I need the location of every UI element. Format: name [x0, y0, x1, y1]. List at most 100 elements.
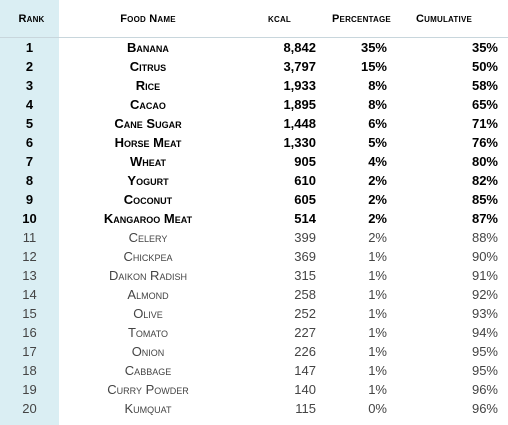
cell-percentage: 2% — [368, 173, 387, 188]
cell-food-name: Cacao — [130, 97, 166, 112]
cell-kcal: 369 — [294, 249, 316, 264]
header-rank: Rank — [18, 12, 45, 25]
cell-rank: 18 — [22, 363, 37, 378]
cell-rank: 20 — [22, 401, 37, 416]
cell-percentage: 1% — [368, 344, 387, 359]
cell-food-name: Citrus — [129, 59, 167, 74]
cell-percentage: 15% — [360, 59, 387, 74]
cell-cumulative: 94% — [471, 325, 498, 340]
cell-kcal: 140 — [294, 382, 316, 397]
cell-percentage: 5% — [368, 135, 387, 150]
cell-cumulative: 71% — [471, 116, 498, 131]
cell-rank: 9 — [25, 192, 34, 207]
table-row: 6 Horse Meat 1,330 5% 76% — [0, 133, 508, 152]
cell-percentage: 8% — [368, 78, 387, 93]
cell-rank: 13 — [22, 268, 37, 283]
cell-food-name: Daikon Radish — [109, 268, 187, 283]
cell-kcal: 1,448 — [283, 116, 316, 131]
cell-cumulative: 80% — [471, 154, 498, 169]
cell-percentage: 1% — [368, 325, 387, 340]
table-body: 1 Banana 8,842 35% 35% 2 Citrus 3,797 15% 50% 3 Ric… — [0, 37, 508, 419]
cell-rank: 15 — [22, 306, 37, 321]
cell-food-name: Chickpea — [123, 249, 173, 264]
cell-percentage: 2% — [368, 192, 387, 207]
cell-cumulative: 50% — [471, 59, 498, 74]
cell-kcal: 227 — [294, 325, 316, 340]
cell-cumulative: 91% — [471, 268, 498, 283]
table-row: 10 Kangaroo Meat 514 2% 87% — [0, 209, 508, 228]
cell-cumulative: 95% — [471, 344, 498, 359]
cell-percentage: 35% — [324, 37, 411, 57]
cell-rank: 4 — [25, 97, 34, 112]
table-row: 12 Chickpea 369 1% 90% — [0, 247, 508, 266]
cell-food-name: Horse Meat — [114, 135, 182, 150]
cell-percentage: 1% — [368, 306, 387, 321]
cell-rank: 2 — [25, 59, 34, 74]
header-percentage: Percentage — [332, 12, 391, 25]
cell-rank: 12 — [22, 249, 37, 264]
cell-cumulative: 76% — [471, 135, 498, 150]
cell-kcal: 1,895 — [283, 97, 316, 112]
cell-food-name: Rice — [135, 78, 161, 93]
cell-kcal: 514 — [294, 211, 316, 226]
table-row: 20 Kumquat 115 0% 96% — [0, 399, 508, 418]
cell-kcal: 147 — [294, 363, 316, 378]
cell-cumulative: 92% — [471, 287, 498, 302]
cell-rank: 3 — [25, 78, 34, 93]
cell-cumulative: 93% — [471, 306, 498, 321]
cell-percentage: 1% — [368, 249, 387, 264]
cell-food-name: Almond — [127, 287, 169, 302]
cell-rank: 10 — [22, 211, 37, 226]
cell-kcal: 1,330 — [283, 135, 316, 150]
cell-cumulative: 85% — [471, 192, 498, 207]
cell-rank: 16 — [22, 325, 37, 340]
cell-cumulative: 35% — [411, 37, 508, 57]
cell-percentage: 2% — [368, 211, 387, 226]
cell-food-name: Kumquat — [124, 401, 172, 416]
cell-rank: 5 — [25, 116, 34, 131]
cell-kcal: 252 — [294, 306, 316, 321]
table-row: 3 Rice 1,933 8% 58% — [0, 76, 508, 95]
cell-percentage: 6% — [368, 116, 387, 131]
cell-kcal: 315 — [294, 268, 316, 283]
cell-kcal: 610 — [294, 173, 316, 188]
cell-rank: 17 — [22, 344, 37, 359]
cell-food-name: Tomato — [127, 325, 169, 340]
cell-food-name: Coconut — [123, 192, 173, 207]
cell-food-name: Olive — [133, 306, 163, 321]
table-row: 4 Cacao 1,895 8% 65% — [0, 95, 508, 114]
cell-percentage: 1% — [368, 287, 387, 302]
cell-rank: 19 — [22, 382, 37, 397]
table-row: 1 Banana 8,842 35% 35% — [0, 37, 508, 57]
cell-kcal: 3,797 — [283, 59, 316, 74]
cell-cumulative: 96% — [471, 382, 498, 397]
cell-rank: 1 — [0, 37, 59, 57]
cell-kcal: 605 — [294, 192, 316, 207]
cell-percentage: 1% — [368, 382, 387, 397]
cell-food-name: Celery — [128, 230, 168, 245]
cell-kcal: 1,933 — [283, 78, 316, 93]
cell-percentage: 1% — [368, 363, 387, 378]
cell-food-name: Curry Powder — [107, 382, 189, 397]
cell-cumulative: 95% — [471, 363, 498, 378]
table-row: 5 Cane Sugar 1,448 6% 71% — [0, 114, 508, 133]
table-row: 2 Citrus 3,797 15% 50% — [0, 57, 508, 76]
cell-cumulative: 82% — [471, 173, 498, 188]
cell-food-name: Kangaroo Meat — [103, 211, 193, 226]
cell-rank: 7 — [25, 154, 34, 169]
cell-kcal: 115 — [295, 401, 316, 416]
table-row: 18 Cabbage 147 1% 95% — [0, 361, 508, 380]
cell-kcal: 399 — [294, 230, 316, 245]
cell-kcal: 258 — [294, 287, 316, 302]
cell-rank: 14 — [22, 287, 37, 302]
cell-percentage: 0% — [368, 401, 387, 416]
cell-percentage: 2% — [368, 230, 387, 245]
table-row: 11 Celery 399 2% 88% — [0, 228, 508, 247]
cell-cumulative: 90% — [471, 249, 498, 264]
table-row: 19 Curry Powder 140 1% 96% — [0, 380, 508, 399]
cell-food-name: Banana — [59, 37, 237, 57]
cell-food-name: Wheat — [129, 154, 167, 169]
cell-food-name: Yogurt — [127, 173, 169, 188]
